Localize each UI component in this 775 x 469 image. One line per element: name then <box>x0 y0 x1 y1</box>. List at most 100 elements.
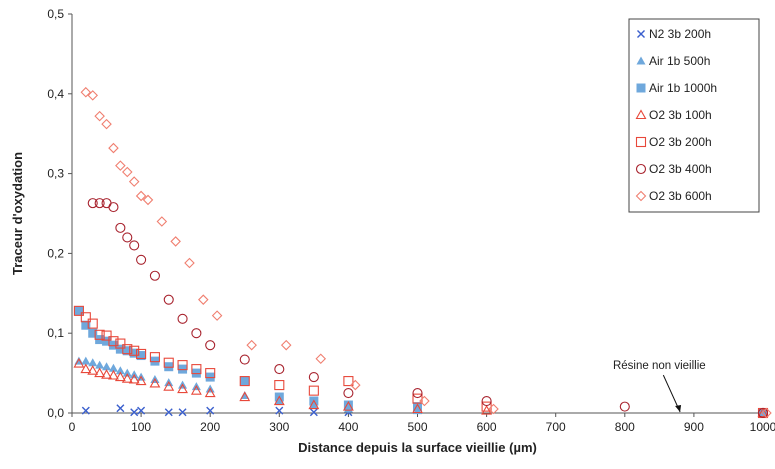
marker-stroke <box>206 406 215 415</box>
x-tick-label: 100 <box>131 420 151 434</box>
legend-marker <box>637 30 645 38</box>
data-point <box>101 118 112 130</box>
marker-stroke <box>81 406 90 415</box>
data-point <box>81 406 90 415</box>
marker-stroke <box>164 408 173 417</box>
data-point <box>205 340 216 351</box>
data-point <box>170 236 181 247</box>
data-point <box>275 406 284 415</box>
marker-stroke <box>116 404 125 413</box>
data-point <box>94 110 105 122</box>
data-point <box>102 362 112 371</box>
series-1 <box>81 404 767 417</box>
data-point <box>198 294 209 305</box>
y-tick-label: 0,4 <box>47 87 64 101</box>
data-point <box>211 310 223 321</box>
data-point <box>205 368 216 379</box>
data-point <box>87 318 98 329</box>
data-point <box>81 320 91 330</box>
x-tick-label: 0 <box>69 420 76 434</box>
data-point <box>280 339 292 351</box>
data-point <box>130 408 139 417</box>
x-tick-label: 600 <box>477 420 497 434</box>
legend-marker <box>636 56 646 65</box>
data-point <box>87 198 98 209</box>
data-point <box>80 363 92 374</box>
data-point <box>206 406 215 415</box>
data-point <box>163 294 174 305</box>
data-point <box>149 352 160 363</box>
data-point <box>128 373 140 384</box>
data-point <box>239 391 251 402</box>
data-point <box>137 406 146 415</box>
data-point <box>239 354 250 365</box>
data-point <box>239 376 250 387</box>
data-point <box>191 364 202 375</box>
legend-marker <box>635 190 647 202</box>
annotation-arrow-head <box>675 405 682 412</box>
data-point <box>80 86 92 98</box>
legend-label: O2 3b 600h <box>649 189 712 203</box>
data-point <box>343 376 354 387</box>
data-point <box>101 198 112 209</box>
data-point <box>88 358 98 367</box>
data-point <box>101 369 112 379</box>
data-point <box>488 403 499 415</box>
x-tick-label: 900 <box>684 420 704 434</box>
data-point <box>108 336 119 347</box>
data-point <box>481 395 492 407</box>
data-point <box>246 339 257 351</box>
data-point <box>73 305 84 316</box>
y-tick-label: 0,1 <box>47 326 64 340</box>
x-axis-title: Distance depuis la surface vieillie (µm) <box>298 440 537 455</box>
data-point <box>758 408 768 418</box>
data-point <box>343 387 354 399</box>
data-point <box>115 222 126 233</box>
data-point <box>129 345 140 356</box>
data-point <box>136 351 146 361</box>
data-point <box>108 363 118 372</box>
axes: 0 100 200 300 400 500 600 700 800 900 1000 0,0 0,1 0,… <box>10 7 775 455</box>
data-point <box>757 407 769 418</box>
legend-label: Air 1b 500h <box>649 54 710 68</box>
marker-stroke <box>637 30 645 38</box>
data-point <box>94 367 106 378</box>
data-point <box>122 166 133 178</box>
data-point <box>412 387 423 399</box>
data-point <box>163 357 174 368</box>
legend-label: O2 3b 200h <box>649 135 712 149</box>
data-point <box>80 312 91 323</box>
data-point <box>149 377 161 388</box>
annotation-text: Résine non vieillie <box>613 360 706 372</box>
data-point <box>761 407 772 419</box>
data-point <box>81 356 91 365</box>
y-tick-label: 0,0 <box>47 406 64 420</box>
data-point <box>149 270 160 281</box>
data-point <box>274 380 285 391</box>
data-point <box>115 344 125 354</box>
data-point <box>108 369 119 380</box>
data-point <box>114 371 126 382</box>
data-point <box>156 216 168 227</box>
y-axis-title: Traceur d'oxydation <box>10 152 25 275</box>
legend-marker <box>635 136 647 148</box>
data-point <box>122 344 133 355</box>
x-tick-label: 1000 <box>750 420 775 434</box>
x-tick-label: 400 <box>338 420 358 434</box>
x-tick-label: 500 <box>407 420 427 434</box>
data-point <box>191 328 202 339</box>
x-tick-label: 300 <box>269 420 289 434</box>
marker-stroke <box>178 408 187 417</box>
data-point <box>619 401 630 412</box>
data-point <box>163 381 175 391</box>
legend-marker <box>635 163 647 175</box>
data-point <box>273 395 285 406</box>
data-point <box>129 348 139 358</box>
data-point <box>309 408 318 417</box>
marker-stroke <box>309 408 318 417</box>
data-point <box>115 338 126 349</box>
annotation: Résine non vieillie <box>613 360 706 413</box>
x-tick-label: 700 <box>546 420 566 434</box>
legend-label: N2 3b 200h <box>649 27 711 41</box>
